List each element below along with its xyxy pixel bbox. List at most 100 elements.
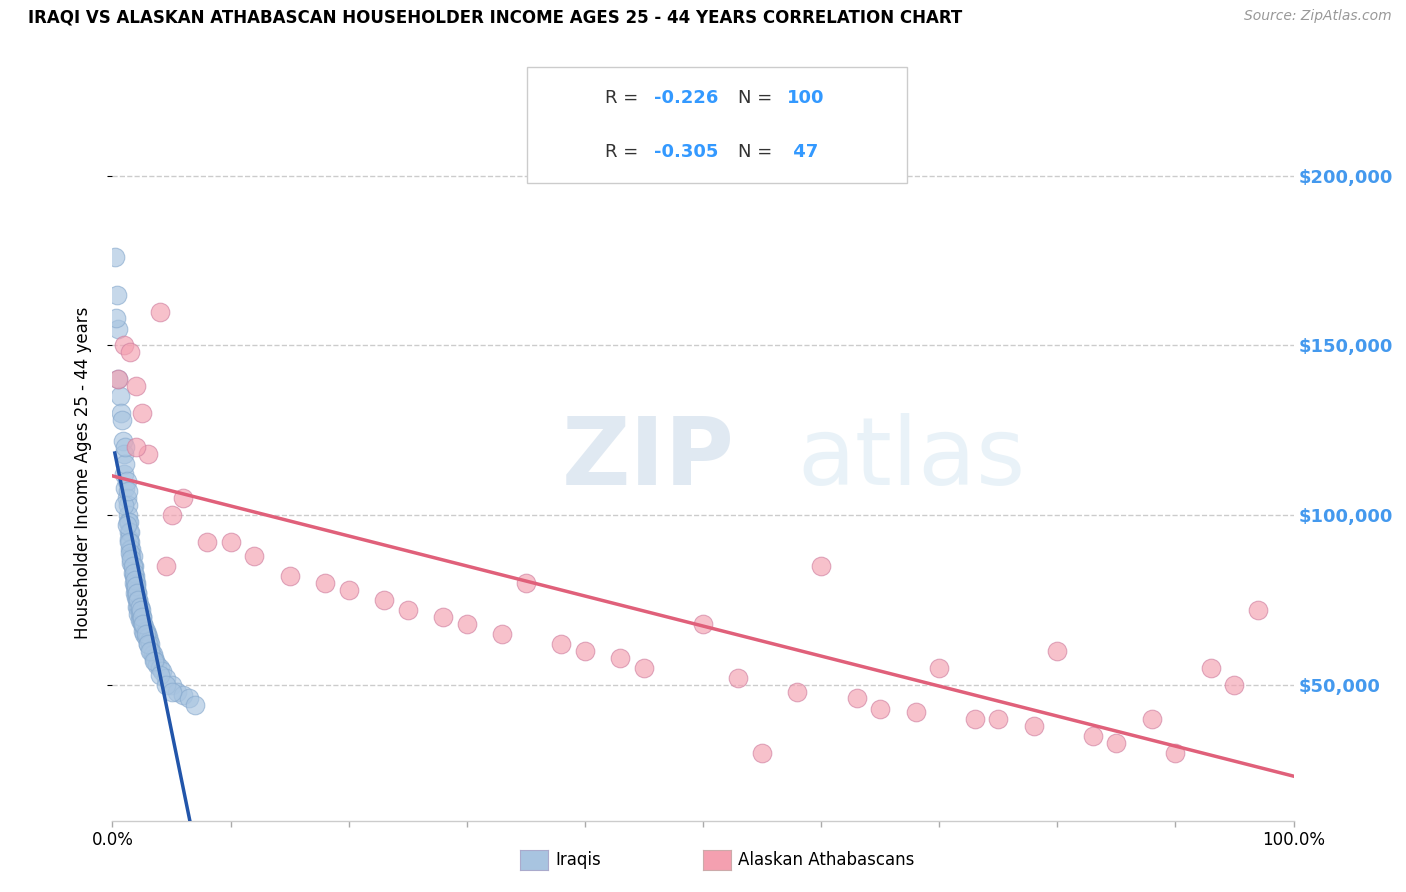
Point [160, 678, 183, 692]
Point [869, 701, 891, 715]
Text: 47: 47 [787, 143, 818, 161]
Point [810, 559, 832, 574]
Point [987, 712, 1010, 726]
Point [609, 650, 631, 665]
Point [135, 631, 157, 645]
Point [139, 637, 162, 651]
Point [112, 467, 135, 482]
Point [117, 484, 139, 499]
Point [727, 671, 749, 685]
Point [110, 406, 132, 420]
Point [122, 576, 145, 591]
Point [904, 705, 927, 719]
Point [118, 532, 141, 546]
Text: Alaskan Athabascans: Alaskan Athabascans [738, 851, 914, 869]
Point [550, 637, 572, 651]
Point [129, 607, 152, 621]
Point [114, 481, 136, 495]
Point [104, 250, 127, 264]
Point [138, 633, 160, 648]
Point [373, 593, 395, 607]
Point [121, 559, 143, 574]
Point [786, 684, 808, 698]
Point [120, 542, 142, 557]
Point [219, 535, 242, 549]
Point [243, 549, 266, 563]
Point [160, 684, 183, 698]
Point [1199, 661, 1222, 675]
Point [131, 610, 153, 624]
Point [115, 475, 138, 489]
Point [278, 569, 301, 583]
Point [1046, 644, 1069, 658]
Text: 100: 100 [787, 89, 825, 107]
Text: N =: N = [738, 143, 778, 161]
Text: IRAQI VS ALASKAN ATHABASCAN HOUSEHOLDER INCOME AGES 25 - 44 YEARS CORRELATION CH: IRAQI VS ALASKAN ATHABASCAN HOUSEHOLDER … [28, 9, 962, 27]
Point [131, 406, 153, 420]
Point [124, 569, 146, 583]
Point [396, 603, 419, 617]
Point [751, 746, 773, 760]
Point [125, 440, 148, 454]
Point [120, 542, 142, 557]
Point [112, 447, 135, 461]
Point [141, 644, 163, 658]
Point [142, 654, 165, 668]
Point [146, 657, 169, 672]
Point [105, 287, 128, 301]
Point [515, 576, 537, 591]
Point [692, 616, 714, 631]
Point [125, 379, 148, 393]
Point [107, 321, 129, 335]
Point [120, 549, 142, 563]
Point [1140, 712, 1163, 726]
Point [129, 614, 152, 628]
Point [121, 549, 143, 563]
Point [136, 637, 159, 651]
Text: atlas: atlas [797, 413, 1026, 505]
Point [122, 569, 145, 583]
Point [179, 691, 201, 706]
Point [127, 586, 149, 600]
Text: Iraqis: Iraqis [555, 851, 602, 869]
Point [118, 535, 141, 549]
Point [135, 624, 157, 638]
Text: ZIP: ZIP [561, 413, 734, 505]
Point [149, 667, 172, 681]
Point [124, 579, 146, 593]
Point [112, 338, 135, 352]
Point [845, 691, 868, 706]
Text: Source: ZipAtlas.com: Source: ZipAtlas.com [1244, 9, 1392, 23]
Point [314, 576, 336, 591]
Point [132, 616, 155, 631]
Point [131, 610, 153, 624]
Point [131, 616, 153, 631]
Point [963, 712, 986, 726]
Text: R =: R = [605, 89, 644, 107]
Point [122, 566, 145, 580]
Point [491, 627, 513, 641]
Point [928, 661, 950, 675]
Point [142, 648, 165, 662]
Point [105, 311, 128, 326]
Point [143, 654, 166, 668]
Point [135, 627, 157, 641]
Point [166, 684, 188, 698]
Point [128, 607, 150, 621]
Point [118, 515, 141, 529]
Point [127, 599, 149, 614]
Point [1164, 746, 1187, 760]
Point [1247, 603, 1270, 617]
Point [124, 586, 146, 600]
Point [1105, 735, 1128, 749]
Text: -0.226: -0.226 [654, 89, 718, 107]
Point [112, 498, 135, 512]
Point [120, 545, 142, 559]
Point [184, 698, 207, 713]
Point [134, 620, 156, 634]
Point [337, 582, 360, 597]
Point [134, 627, 156, 641]
Point [132, 624, 155, 638]
Point [117, 515, 139, 529]
Point [107, 372, 129, 386]
